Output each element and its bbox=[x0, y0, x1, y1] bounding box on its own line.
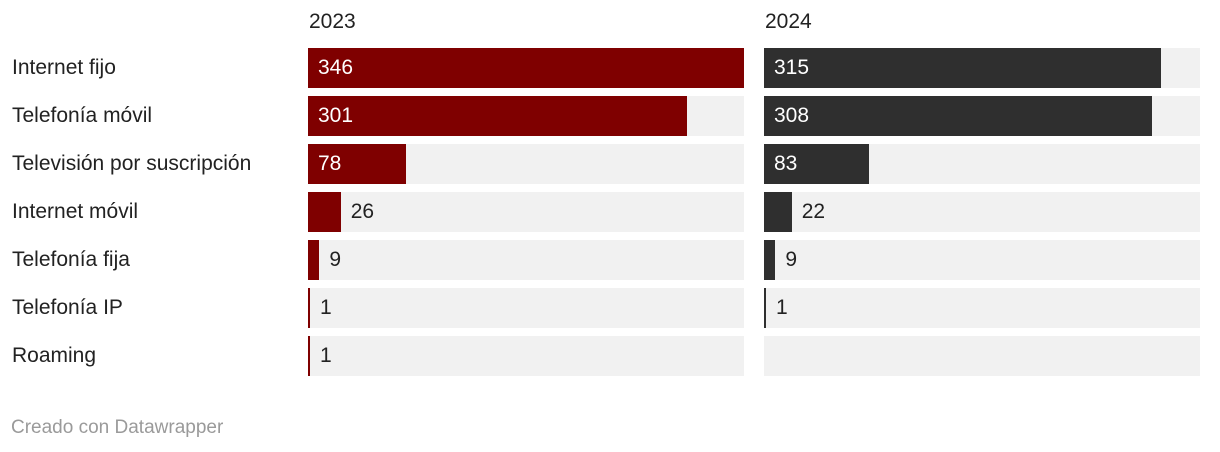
data-label: 83 bbox=[774, 152, 798, 175]
bar-2024-3 bbox=[764, 192, 792, 232]
data-label: 1 bbox=[320, 344, 332, 367]
bar-2023-5 bbox=[308, 288, 310, 328]
series-header-1: 2024 bbox=[765, 10, 812, 33]
data-label: 78 bbox=[318, 152, 342, 175]
bar-2023-0 bbox=[308, 48, 744, 88]
data-label: 26 bbox=[350, 200, 375, 223]
bar-2024-0 bbox=[764, 48, 1161, 88]
series-header-0: 2023 bbox=[309, 10, 356, 33]
category-label: Internet fijo bbox=[12, 56, 116, 79]
data-label: 9 bbox=[329, 248, 342, 271]
data-label: 346 bbox=[318, 56, 354, 79]
credit-note: Creado con Datawrapper bbox=[11, 417, 224, 438]
data-label: 315 bbox=[774, 56, 810, 79]
bar-2023-1 bbox=[308, 96, 688, 136]
bar-track bbox=[764, 288, 1200, 328]
category-label: Telefonía móvil bbox=[12, 104, 153, 127]
category-label: Internet móvil bbox=[12, 200, 139, 223]
data-label: 301 bbox=[318, 104, 354, 127]
bar-2024-2 bbox=[764, 144, 869, 184]
bar-track bbox=[308, 288, 744, 328]
bar-2023-4 bbox=[308, 240, 320, 280]
category-label: Telefonía fija bbox=[12, 248, 130, 271]
bar-2024-1 bbox=[764, 96, 1153, 136]
bar-2023-3 bbox=[308, 192, 341, 232]
bar-track bbox=[308, 336, 744, 376]
bar-2024-5 bbox=[764, 288, 766, 328]
bar-2023-6 bbox=[308, 336, 310, 376]
bar-2023-2 bbox=[308, 144, 407, 184]
category-label: Televisión por suscripción bbox=[12, 152, 252, 175]
data-label: 9 bbox=[785, 248, 798, 271]
bar-track bbox=[308, 240, 744, 280]
bar-track bbox=[764, 336, 1200, 376]
category-label: Roaming bbox=[12, 344, 97, 367]
bar-track bbox=[764, 192, 1200, 232]
category-label: Telefonía IP bbox=[12, 296, 123, 319]
data-label: 1 bbox=[776, 296, 788, 319]
data-label: 22 bbox=[801, 200, 826, 223]
bar-2024-4 bbox=[764, 240, 776, 280]
bar-track bbox=[308, 192, 744, 232]
data-label: 1 bbox=[320, 296, 332, 319]
data-label: 308 bbox=[774, 104, 810, 127]
bar-track bbox=[764, 240, 1200, 280]
